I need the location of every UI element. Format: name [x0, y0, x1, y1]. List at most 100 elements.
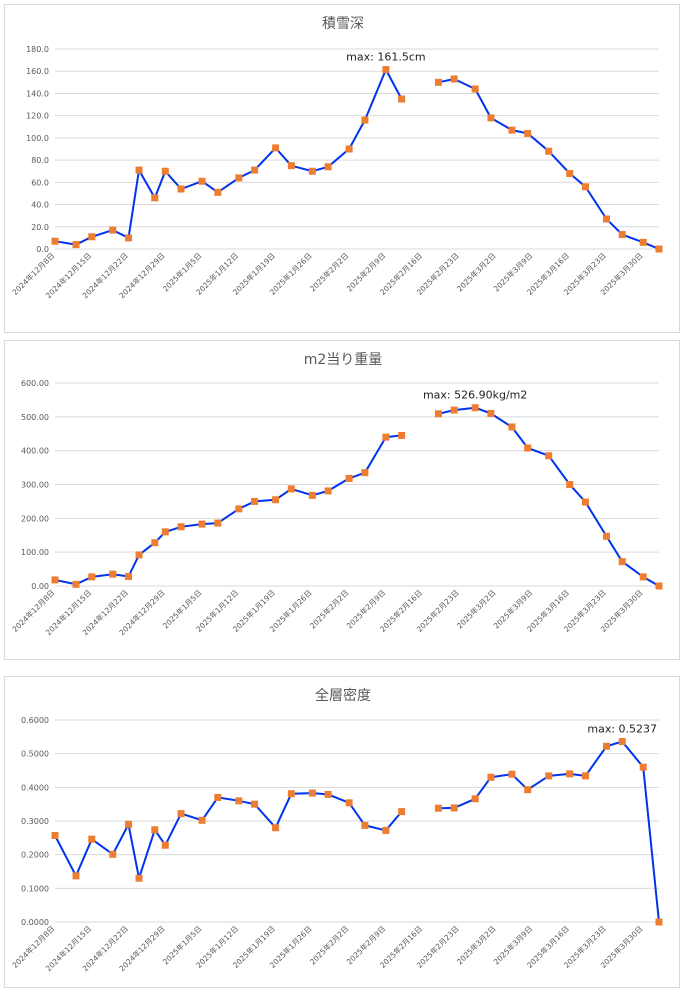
data-point: [345, 799, 353, 807]
y-tick-label: 80.0: [31, 156, 49, 165]
y-tick-label: 60.0: [31, 178, 49, 187]
y-tick-label: 0.5000: [21, 750, 49, 759]
data-point: [508, 423, 516, 431]
data-point: [545, 147, 553, 155]
data-point: [398, 431, 406, 439]
chart-title: 積雪深: [322, 16, 364, 32]
data-point: [566, 770, 574, 778]
data-point: [161, 167, 169, 175]
y-tick-label: 0.2000: [21, 851, 49, 860]
data-point: [618, 738, 626, 746]
data-point: [72, 872, 80, 880]
y-tick-label: 20.0: [31, 223, 49, 232]
y-tick-label: 0.0: [36, 245, 49, 254]
y-tick-label: 100.00: [21, 548, 49, 557]
y-tick-label: 120.0: [26, 112, 49, 121]
data-point: [398, 808, 406, 816]
data-point: [177, 810, 185, 818]
data-point: [214, 519, 222, 527]
chart-title: m2当り重量: [304, 352, 383, 368]
data-point: [177, 185, 185, 193]
data-point: [161, 528, 169, 536]
data-point: [398, 95, 406, 103]
data-point: [324, 487, 332, 495]
data-point: [602, 532, 610, 540]
data-point: [308, 789, 316, 797]
data-point: [287, 162, 295, 170]
series-line: [54, 68, 660, 250]
data-point: [151, 826, 159, 834]
data-point: [545, 772, 553, 780]
data-point: [434, 804, 442, 812]
data-point: [382, 433, 390, 441]
y-tick-label: 0.6000: [21, 716, 49, 725]
data-point: [324, 790, 332, 798]
data-point: [161, 841, 169, 849]
data-point: [251, 800, 259, 808]
data-point: [345, 145, 353, 153]
data-point: [639, 763, 647, 771]
data-point: [51, 237, 59, 245]
data-point: [382, 826, 390, 834]
max-annotation: max: 526.90kg/m2: [423, 389, 527, 402]
data-point: [198, 520, 206, 528]
data-point: [125, 820, 133, 828]
data-point: [655, 245, 663, 253]
data-point: [361, 821, 369, 829]
data-point: [361, 116, 369, 124]
chart-title: 全層密度: [315, 687, 371, 704]
data-point: [308, 491, 316, 499]
data-point: [272, 824, 280, 832]
data-point: [251, 497, 259, 505]
data-point: [581, 498, 589, 506]
y-tick-label: 0.1000: [21, 884, 49, 893]
data-point: [361, 469, 369, 477]
data-point: [308, 167, 316, 175]
data-point: [382, 66, 390, 74]
data-point: [450, 406, 458, 414]
y-tick-label: 200.00: [21, 514, 49, 523]
data-point: [508, 126, 516, 134]
y-tick-label: 300.00: [21, 481, 49, 490]
y-tick-label: 0.00: [31, 582, 49, 591]
data-point: [324, 163, 332, 171]
data-point: [602, 742, 610, 750]
y-tick-label: 160.0: [26, 67, 49, 76]
data-point: [214, 188, 222, 196]
data-point: [272, 144, 280, 152]
data-point: [618, 558, 626, 566]
data-point: [198, 177, 206, 185]
y-tick-label: 400.00: [21, 447, 49, 456]
data-point: [639, 238, 647, 246]
data-point: [235, 797, 243, 805]
full-layer-density-chart-panel: 全層密度 0.0000 0.1000 0.2000 0.3000 0.4000 0.5000…: [4, 676, 680, 988]
data-point: [524, 129, 532, 137]
snow-depth-chart-panel: 積雪深 0.0 20.0 40.0 60.0 80.0 100.0 120.0 140.0 160…: [4, 4, 680, 333]
data-point: [450, 804, 458, 812]
data-point: [177, 523, 185, 531]
data-point: [135, 551, 143, 559]
data-point: [51, 576, 59, 584]
y-tick-label: 0.4000: [21, 783, 49, 792]
chart-svg: 全層密度 0.0000 0.1000 0.2000 0.3000 0.4000 0.5000…: [10, 687, 663, 973]
data-point: [272, 496, 280, 504]
data-point: [471, 85, 479, 93]
data-point: [471, 404, 479, 412]
data-point: [109, 850, 117, 858]
y-tick-label: 0.3000: [21, 817, 49, 826]
data-point: [251, 166, 259, 174]
data-point: [151, 539, 159, 547]
data-point: [487, 409, 495, 417]
data-point: [639, 573, 647, 581]
y-tick-label: 500.00: [21, 413, 49, 422]
data-point: [72, 580, 80, 588]
data-point: [135, 166, 143, 174]
data-point: [235, 505, 243, 513]
chart-svg: m2当り重量 0.00 100.00 200.00 300.00 400.00 500.00…: [10, 352, 663, 637]
data-point: [88, 233, 96, 241]
data-point: [214, 793, 222, 801]
series-line: [54, 406, 660, 587]
y-tick-label: 600.00: [21, 379, 49, 388]
data-point: [655, 918, 663, 926]
data-point: [655, 582, 663, 590]
